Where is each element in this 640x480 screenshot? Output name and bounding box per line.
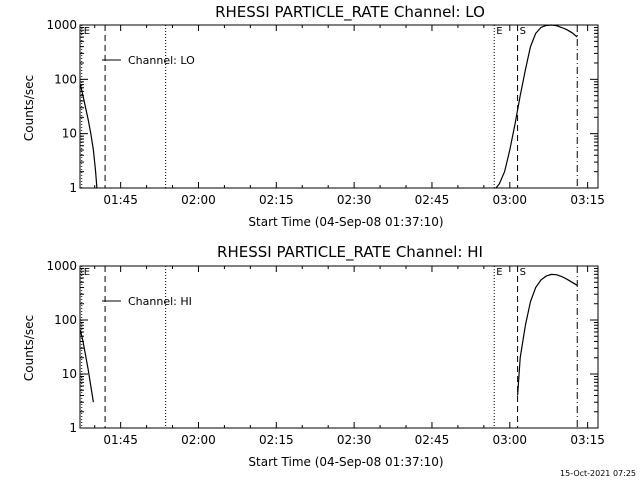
panel-hi-ytick-label: 100 bbox=[54, 313, 77, 327]
panel-hi-title: RHESSI PARTICLE_RATE Channel: HI bbox=[217, 243, 483, 262]
panel-hi-xtick-label: 01:45 bbox=[103, 433, 138, 447]
panel-hi-xtick-label: 02:00 bbox=[181, 433, 216, 447]
panel-lo-event-marker-label: E bbox=[496, 26, 502, 37]
panel-lo-ytick-label: 10 bbox=[62, 127, 77, 141]
panel-lo-ytick-label: 100 bbox=[54, 72, 77, 86]
panel-hi-ytick-label: 1 bbox=[69, 421, 77, 435]
panel-lo-ylabel: Counts/sec bbox=[22, 75, 36, 141]
panel-lo-xtick-label: 02:00 bbox=[181, 193, 216, 207]
panel-lo-ytick-label: 1000 bbox=[46, 18, 77, 32]
panel-lo-legend-label: Channel: LO bbox=[128, 54, 195, 67]
panel-hi-xtick-label: 02:30 bbox=[337, 433, 372, 447]
panel-hi-series-line bbox=[79, 329, 94, 403]
panel-hi-series-line bbox=[517, 273, 578, 396]
panel-hi-xtick-label: 03:15 bbox=[570, 433, 605, 447]
panel-hi-event-marker-label: S bbox=[520, 267, 526, 278]
panel-lo-xlabel: Start Time (04-Sep-08 01:37:10) bbox=[248, 215, 443, 229]
panel-hi-xlabel: Start Time (04-Sep-08 01:37:10) bbox=[248, 455, 443, 469]
panel-lo-event-marker-label: S bbox=[520, 26, 526, 37]
panel-lo-series-line bbox=[79, 84, 98, 189]
panel-hi-frame bbox=[79, 265, 599, 429]
panel-lo: RHESSI PARTICLE_RATE Channel: LO Start T… bbox=[22, 3, 605, 229]
panel-hi-ylabel: Counts/sec bbox=[22, 315, 36, 381]
panel-hi-ytick-label: 1000 bbox=[46, 259, 77, 273]
panel-lo-ytick-label: 1 bbox=[69, 181, 77, 195]
panel-lo-xtick-label: 02:15 bbox=[259, 193, 294, 207]
panel-hi-event-marker-label: E bbox=[84, 267, 90, 278]
panel-lo-frame bbox=[79, 24, 599, 189]
panel-hi-event-marker-label: E bbox=[496, 267, 502, 278]
panel-hi-xtick-label: 03:00 bbox=[492, 433, 527, 447]
panel-lo-series-line bbox=[495, 24, 578, 189]
panel-lo-event-marker-label: E bbox=[84, 26, 90, 37]
panel-hi-xtick-label: 02:15 bbox=[259, 433, 294, 447]
panel-lo-xtick-label: 03:00 bbox=[492, 193, 527, 207]
generation-timestamp: 15-Oct-2021 07:25 bbox=[560, 469, 636, 478]
panel-lo-title: RHESSI PARTICLE_RATE Channel: LO bbox=[215, 3, 485, 22]
panel-hi-legend-label: Channel: HI bbox=[128, 295, 192, 308]
panel-lo-xtick-label: 02:45 bbox=[415, 193, 450, 207]
panel-hi: RHESSI PARTICLE_RATE Channel: HI Start T… bbox=[22, 243, 605, 469]
panel-hi-xtick-label: 02:45 bbox=[415, 433, 450, 447]
panel-lo-xtick-label: 03:15 bbox=[570, 193, 605, 207]
panel-lo-xtick-label: 02:30 bbox=[337, 193, 372, 207]
panel-hi-ytick-label: 10 bbox=[62, 367, 77, 381]
panel-lo-xtick-label: 01:45 bbox=[103, 193, 138, 207]
